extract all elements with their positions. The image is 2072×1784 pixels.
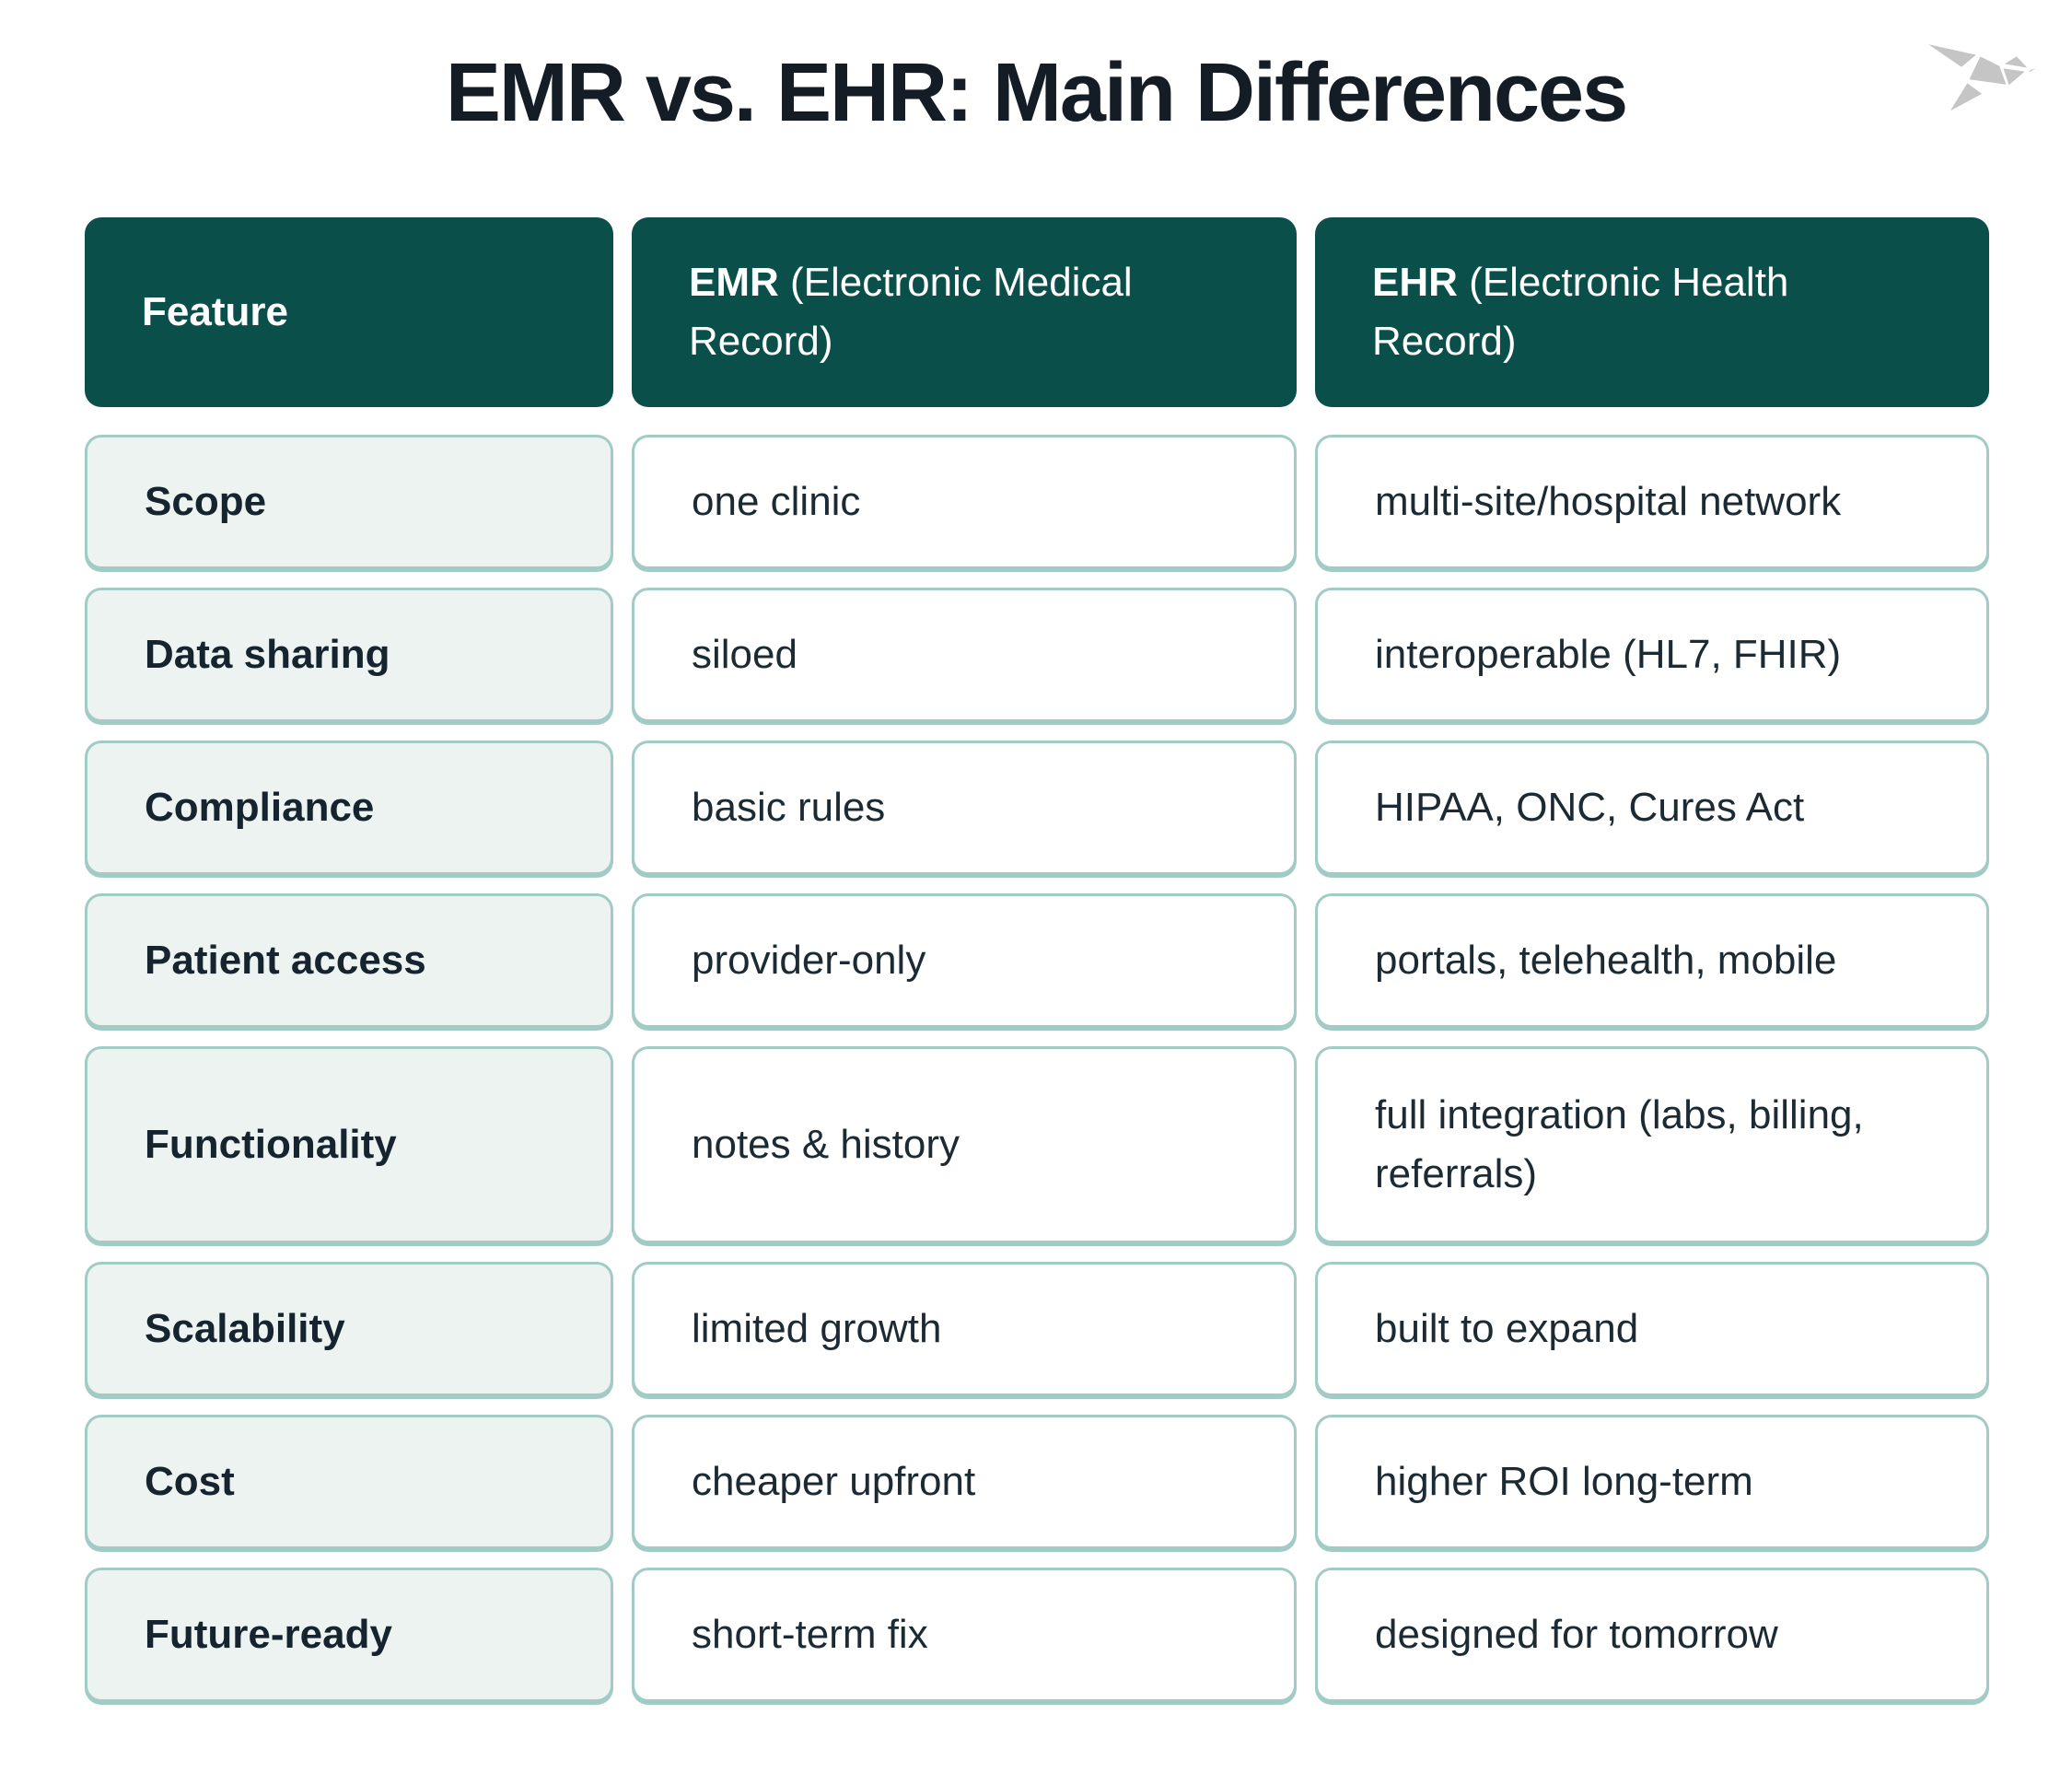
feature-cell: Scalability	[85, 1261, 613, 1396]
feature-cell: Patient access	[85, 892, 613, 1028]
page-title: EMR vs. EHR: Main Differences	[445, 47, 1628, 139]
header-cell-emr: EMR (Electronic Medical Record)	[632, 216, 1297, 407]
table-row-future-ready: Future-ready short-term fix designed for…	[85, 1567, 1989, 1702]
header-cell-feature: Feature	[85, 216, 613, 407]
feature-cell: Future-ready	[85, 1567, 613, 1702]
emr-value-cell: siloed	[632, 587, 1297, 722]
header-cell-ehr: EHR (Electronic Health Record)	[1315, 216, 1989, 407]
ehr-value-cell: built to expand	[1315, 1261, 1989, 1396]
feature-cell: Functionality	[85, 1045, 613, 1243]
feature-cell: Cost	[85, 1414, 613, 1549]
emr-value-cell: basic rules	[632, 740, 1297, 875]
ehr-value-cell: portals, telehealth, mobile	[1315, 892, 1989, 1028]
table-row-compliance: Compliance basic rules HIPAA, ONC, Cures…	[85, 740, 1989, 875]
ehr-value-cell: HIPAA, ONC, Cures Act	[1315, 740, 1989, 875]
ehr-value-cell: designed for tomorrow	[1315, 1567, 1989, 1702]
ehr-value-cell: interoperable (HL7, FHIR)	[1315, 587, 1989, 722]
table-row-functionality: Functionality notes & history full integ…	[85, 1045, 1989, 1243]
emr-value-cell: one clinic	[632, 434, 1297, 569]
table-row-cost: Cost cheaper upfront higher ROI long-ter…	[85, 1414, 1989, 1549]
table-row-data-sharing: Data sharing siloed interoperable (HL7, …	[85, 587, 1989, 722]
comparison-table: Feature EMR (Electronic Medical Record) …	[85, 216, 1989, 1702]
table-row-scope: Scope one clinic multi-site/hospital net…	[85, 434, 1989, 569]
table-row-scalability: Scalability limited growth built to expa…	[85, 1261, 1989, 1396]
emr-value-cell: provider-only	[632, 892, 1297, 1028]
emr-value-cell: limited growth	[632, 1261, 1297, 1396]
feature-cell: Compliance	[85, 740, 613, 875]
table-row-patient-access: Patient access provider-only portals, te…	[85, 892, 1989, 1028]
ehr-value-cell: higher ROI long-term	[1315, 1414, 1989, 1549]
feature-cell: Scope	[85, 434, 613, 569]
emr-value-cell: notes & history	[632, 1045, 1297, 1243]
feature-cell: Data sharing	[85, 587, 613, 722]
ehr-value-cell: multi-site/hospital network	[1315, 434, 1989, 569]
ehr-value-cell: full integration (labs, billing, referra…	[1315, 1045, 1989, 1243]
origami-bird-icon	[1923, 41, 2043, 114]
emr-value-cell: cheaper upfront	[632, 1414, 1297, 1549]
table-header-row: Feature EMR (Electronic Medical Record) …	[85, 216, 1989, 407]
emr-value-cell: short-term fix	[632, 1567, 1297, 1702]
